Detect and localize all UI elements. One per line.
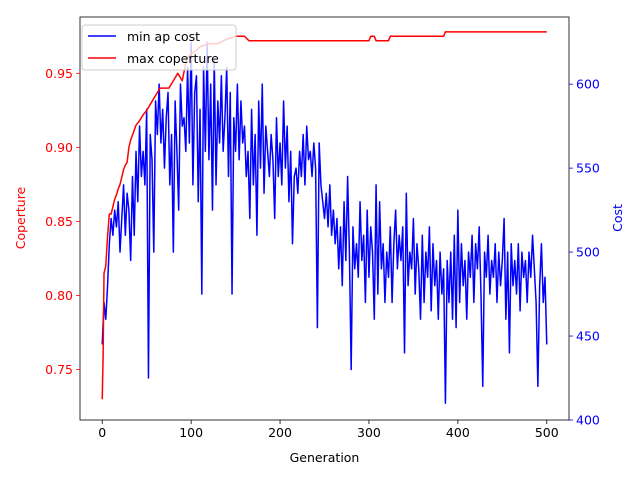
y-right-axis-label: Cost xyxy=(610,204,625,232)
series-line-max-coperture xyxy=(101,31,547,400)
x-tick-label: 400 xyxy=(446,425,470,440)
y-right-tick-label: 550 xyxy=(576,161,600,176)
legend: min ap cost max coperture xyxy=(81,24,237,71)
y-left-tick-label: 0.85 xyxy=(45,214,73,229)
y-right-tick-label: 600 xyxy=(576,77,600,92)
x-tick-label: 200 xyxy=(268,425,292,440)
x-axis-label: Generation xyxy=(290,450,360,465)
y-left-axis-label: Coperture xyxy=(13,186,28,249)
y-right-tick-label: 450 xyxy=(576,329,600,344)
series-layer xyxy=(101,31,548,404)
x-tick-label: 0 xyxy=(98,425,106,440)
x-tick-label: 300 xyxy=(357,425,381,440)
y-left-tick-label: 0.80 xyxy=(45,288,73,303)
x-tick-label: 100 xyxy=(179,425,203,440)
y-right-axis-ticks: 400 450 500 550 600 xyxy=(569,77,600,428)
y-left-axis-ticks: 0.75 0.80 0.85 0.90 0.95 xyxy=(45,66,80,377)
x-tick-label: 500 xyxy=(535,425,559,440)
legend-box xyxy=(81,24,237,71)
y-right-tick-label: 400 xyxy=(576,413,600,428)
y-left-tick-label: 0.95 xyxy=(45,66,73,81)
legend-label-min-ap-cost: min ap cost xyxy=(127,29,200,44)
plot-frame xyxy=(79,16,570,421)
y-left-tick-label: 0.90 xyxy=(45,140,73,155)
series-line-min-ap-cost xyxy=(101,41,548,404)
y-left-tick-label: 0.75 xyxy=(45,362,73,377)
legend-label-max-coperture: max coperture xyxy=(127,51,219,66)
y-right-tick-label: 500 xyxy=(576,245,600,260)
x-axis-ticks: 0 100 200 300 400 500 xyxy=(98,420,559,440)
